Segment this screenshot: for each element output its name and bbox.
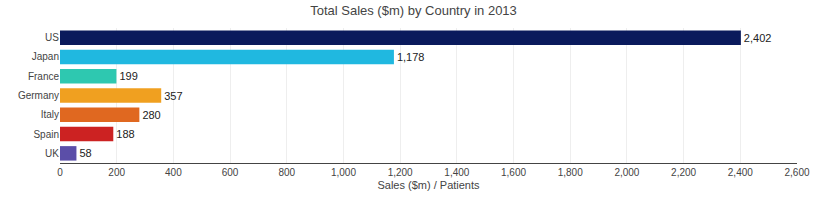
svg-text:2,200: 2,200 xyxy=(671,167,696,178)
svg-text:1,800: 1,800 xyxy=(558,167,583,178)
svg-text:800: 800 xyxy=(278,167,295,178)
svg-text:1,200: 1,200 xyxy=(388,167,413,178)
svg-text:199: 199 xyxy=(119,70,137,82)
svg-text:Sales ($m) / Patients: Sales ($m) / Patients xyxy=(377,179,480,191)
svg-text:188: 188 xyxy=(116,128,134,140)
svg-text:2,000: 2,000 xyxy=(614,167,639,178)
svg-text:280: 280 xyxy=(142,109,160,121)
svg-text:400: 400 xyxy=(165,167,182,178)
svg-text:France: France xyxy=(28,71,60,82)
svg-text:0: 0 xyxy=(57,167,63,178)
svg-text:US: US xyxy=(45,32,59,43)
svg-text:600: 600 xyxy=(222,167,239,178)
svg-text:357: 357 xyxy=(164,90,182,102)
svg-text:1,400: 1,400 xyxy=(444,167,469,178)
svg-text:Total Sales ($m) by Country in: Total Sales ($m) by Country in 2013 xyxy=(310,3,517,18)
svg-text:Spain: Spain xyxy=(33,129,59,140)
svg-text:2,600: 2,600 xyxy=(784,167,809,178)
svg-text:Italy: Italy xyxy=(41,109,59,120)
svg-text:Japan: Japan xyxy=(32,51,59,62)
svg-text:Germany: Germany xyxy=(18,90,59,101)
svg-text:58: 58 xyxy=(79,147,91,159)
svg-text:1,178: 1,178 xyxy=(397,51,425,63)
svg-text:1,000: 1,000 xyxy=(331,167,356,178)
svg-text:2,402: 2,402 xyxy=(744,32,772,44)
svg-text:1,600: 1,600 xyxy=(501,167,526,178)
svg-text:200: 200 xyxy=(108,167,125,178)
svg-text:2,400: 2,400 xyxy=(728,167,753,178)
svg-text:UK: UK xyxy=(45,148,59,159)
